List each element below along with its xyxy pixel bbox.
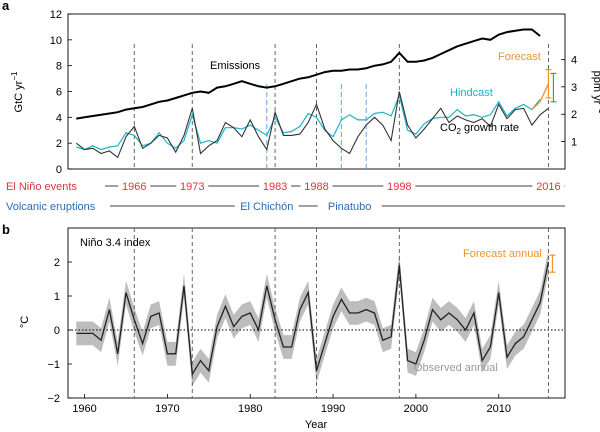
x-tick-label: 1960	[72, 403, 96, 415]
co2-growth-line	[75, 91, 549, 159]
x-tick-label: 1980	[238, 403, 262, 415]
panel-b-ylabel: °C	[19, 316, 31, 328]
panel-b-x-axis: 1960 1970 1980 1990 2000 2010	[72, 394, 511, 415]
volcanic-names: El Chichón Pinatubo	[234, 200, 382, 213]
panel-a-right-axis: 1 2 3 4	[561, 54, 577, 149]
elnino-year: 1998	[387, 181, 411, 193]
x-tick-label: 1990	[321, 403, 345, 415]
hindcast-label: Hindcast	[450, 87, 493, 99]
elnino-year-bg	[532, 180, 565, 192]
x-tick-label: 2010	[486, 403, 510, 415]
x-tick-label: 2000	[404, 403, 428, 415]
events-strip: El Niño events 1966 1973 1983 1988 1998 2016 …	[6, 180, 565, 213]
elnino-year: 2016	[536, 181, 560, 193]
y-tick-label: 2	[56, 138, 62, 150]
y-tick-label: 12	[50, 9, 62, 21]
volcanic-name-bg	[317, 200, 382, 213]
volcanic-name: Pinatubo	[328, 201, 371, 213]
elnino-year-bg	[383, 180, 416, 192]
panel-b-plot: −2 −1 0 1 2 1960 1970 1980 1990 2000 2010	[47, 227, 566, 415]
y-tick-label: 1	[54, 291, 60, 303]
y-tick-label: −2	[47, 393, 60, 405]
elnino-year-bg	[300, 180, 333, 192]
y-right-tick-label: 1	[571, 137, 577, 149]
panel-a-letter: a	[2, 0, 10, 13]
panel-a-series	[75, 28, 549, 159]
co2-growth-label: CO2 growth rate	[440, 122, 519, 136]
panel-b-series	[76, 261, 550, 377]
observed-annual-line	[76, 261, 550, 377]
y-right-tick-label: 2	[571, 109, 577, 121]
elnino-label: El Niño events	[6, 181, 77, 193]
panel-a-forecast	[531, 68, 557, 111]
elnino-years: 1966 1973 1983 1988 1998 2016	[118, 180, 565, 193]
y-tick-label: 0	[54, 325, 60, 337]
panel-b-y-axis: −2 −1 0 1 2	[47, 257, 72, 405]
volcanic-name: El Chichón	[240, 201, 293, 213]
panel-b-xlabel: Year	[305, 419, 328, 431]
panel-a-left-axis: 0 2 4 6 8 10 12	[50, 9, 72, 176]
y-right-tick-label: 3	[571, 82, 577, 94]
elnino-year-bg	[176, 180, 209, 192]
forecast-label: Forecast	[498, 51, 541, 63]
volcanic-label: Volcanic eruptions	[6, 201, 96, 213]
y-tick-label: 2	[54, 257, 60, 269]
panel-b-uncertainty-band	[76, 250, 549, 387]
emissions-label: Emissions	[210, 60, 261, 72]
y-tick-label: 4	[56, 112, 62, 124]
elnino-year: 1973	[180, 181, 204, 193]
elnino-year: 1983	[263, 181, 287, 193]
volcanic-name-bg	[234, 200, 299, 213]
forecast-annual-label: Forecast annual	[463, 248, 542, 260]
y-tick-label: 8	[56, 61, 62, 73]
hindcast-line	[76, 93, 541, 151]
panel-a-event-markers	[133, 44, 549, 169]
emissions-line	[76, 28, 541, 120]
forecast-line	[531, 83, 549, 111]
y-right-tick-label: 4	[571, 54, 577, 66]
panel-b-forecast	[549, 254, 556, 273]
elnino-year: 1966	[122, 181, 146, 193]
panel-a-left-ylabel: GtC yr−1	[10, 71, 25, 112]
y-tick-label: 6	[56, 87, 62, 99]
observed-band	[76, 250, 549, 387]
observed-annual-label: Observed annual	[414, 362, 498, 374]
panel-a-right-ylabel: ppm yr−1	[591, 71, 600, 114]
elnino-year: 1988	[304, 181, 328, 193]
elnino-year-bg	[118, 180, 151, 192]
x-tick-label: 1970	[155, 403, 179, 415]
elnino-year-bg	[259, 180, 292, 192]
y-tick-label: −1	[47, 359, 60, 371]
nino34-label: Niño 3.4 index	[80, 237, 151, 249]
panel-b-letter: b	[2, 222, 10, 237]
y-tick-label: 10	[50, 35, 62, 47]
y-tick-label: 0	[56, 164, 62, 176]
